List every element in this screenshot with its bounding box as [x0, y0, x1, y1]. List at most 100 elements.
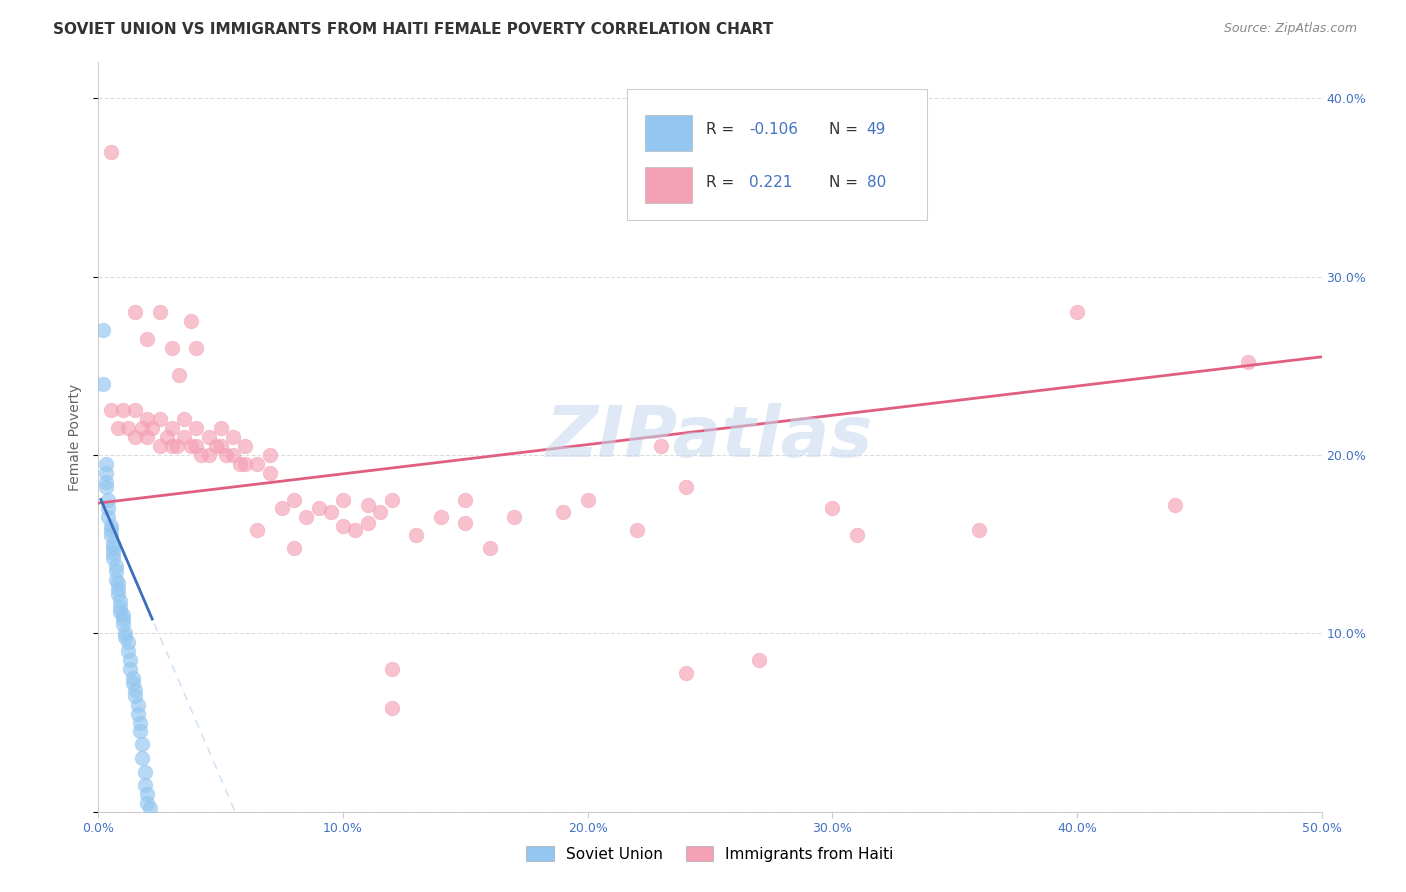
Point: [197, 430, 219, 444]
Point: [100, 403, 122, 417]
Point: [127, 698, 149, 712]
Point: [114, 626, 136, 640]
Point: [104, 558, 127, 573]
Point: [134, 765, 156, 780]
Point: [295, 510, 318, 524]
Point: [136, 430, 159, 444]
Point: [308, 501, 330, 516]
Point: [229, 457, 252, 471]
Point: [100, 519, 122, 533]
FancyBboxPatch shape: [645, 168, 692, 203]
Point: [110, 599, 132, 614]
Point: [748, 653, 770, 667]
Point: [209, 421, 232, 435]
Point: [101, 546, 124, 560]
Point: [332, 492, 354, 507]
Point: [186, 341, 208, 355]
Point: [430, 510, 453, 524]
Text: Source: ZipAtlas.com: Source: ZipAtlas.com: [1223, 22, 1357, 36]
Point: [332, 519, 354, 533]
Point: [160, 439, 183, 453]
Point: [94, 480, 117, 494]
Point: [107, 587, 129, 601]
Point: [124, 689, 146, 703]
Point: [91, 376, 114, 391]
Point: [576, 492, 599, 507]
Point: [160, 341, 183, 355]
Point: [139, 801, 162, 815]
Point: [117, 635, 139, 649]
Point: [344, 523, 367, 537]
Point: [180, 439, 202, 453]
Point: [97, 510, 120, 524]
Point: [845, 528, 868, 542]
Point: [104, 564, 127, 578]
Point: [205, 439, 228, 453]
Point: [120, 653, 142, 667]
Point: [136, 332, 159, 346]
Point: [1237, 355, 1260, 369]
Point: [129, 715, 152, 730]
Text: 49: 49: [866, 122, 886, 137]
Point: [149, 305, 172, 319]
Point: [149, 412, 172, 426]
Point: [259, 466, 281, 480]
Point: [131, 751, 153, 765]
Text: N =: N =: [828, 175, 862, 190]
Point: [131, 737, 153, 751]
Text: N =: N =: [828, 122, 862, 137]
Point: [94, 466, 117, 480]
Point: [107, 576, 129, 591]
Point: [368, 505, 391, 519]
Point: [131, 421, 153, 435]
Point: [117, 644, 139, 658]
Point: [454, 492, 477, 507]
Point: [166, 439, 188, 453]
Text: ZIPatlas: ZIPatlas: [547, 402, 873, 472]
Point: [283, 541, 305, 555]
Text: R =: R =: [706, 175, 744, 190]
Point: [124, 403, 146, 417]
Legend: Soviet Union, Immigrants from Haiti: Soviet Union, Immigrants from Haiti: [520, 840, 900, 868]
Point: [101, 541, 124, 555]
Point: [381, 662, 404, 676]
Point: [110, 594, 132, 608]
Point: [127, 706, 149, 721]
Point: [478, 541, 501, 555]
Point: [107, 582, 129, 596]
Text: -0.106: -0.106: [749, 122, 799, 137]
Point: [356, 516, 378, 530]
Point: [246, 523, 269, 537]
Point: [100, 145, 122, 159]
Point: [160, 421, 183, 435]
Point: [675, 665, 697, 680]
Point: [124, 430, 146, 444]
Point: [101, 537, 124, 551]
Point: [405, 528, 427, 542]
Point: [454, 516, 477, 530]
Point: [180, 314, 202, 328]
Point: [136, 796, 159, 810]
Text: 0.221: 0.221: [749, 175, 793, 190]
Point: [134, 778, 156, 792]
Point: [173, 412, 195, 426]
Point: [149, 439, 172, 453]
Point: [94, 457, 117, 471]
Point: [100, 528, 122, 542]
Point: [94, 475, 117, 489]
Point: [121, 671, 143, 685]
Point: [186, 439, 208, 453]
Point: [107, 421, 129, 435]
Point: [173, 430, 195, 444]
Point: [129, 724, 152, 739]
Point: [117, 421, 139, 435]
Point: [111, 617, 134, 632]
Point: [136, 787, 159, 801]
Point: [381, 701, 404, 715]
Point: [259, 448, 281, 462]
Point: [167, 368, 190, 382]
Point: [197, 448, 219, 462]
Text: SOVIET UNION VS IMMIGRANTS FROM HAITI FEMALE POVERTY CORRELATION CHART: SOVIET UNION VS IMMIGRANTS FROM HAITI FE…: [53, 22, 773, 37]
Point: [97, 492, 120, 507]
Point: [110, 605, 132, 619]
